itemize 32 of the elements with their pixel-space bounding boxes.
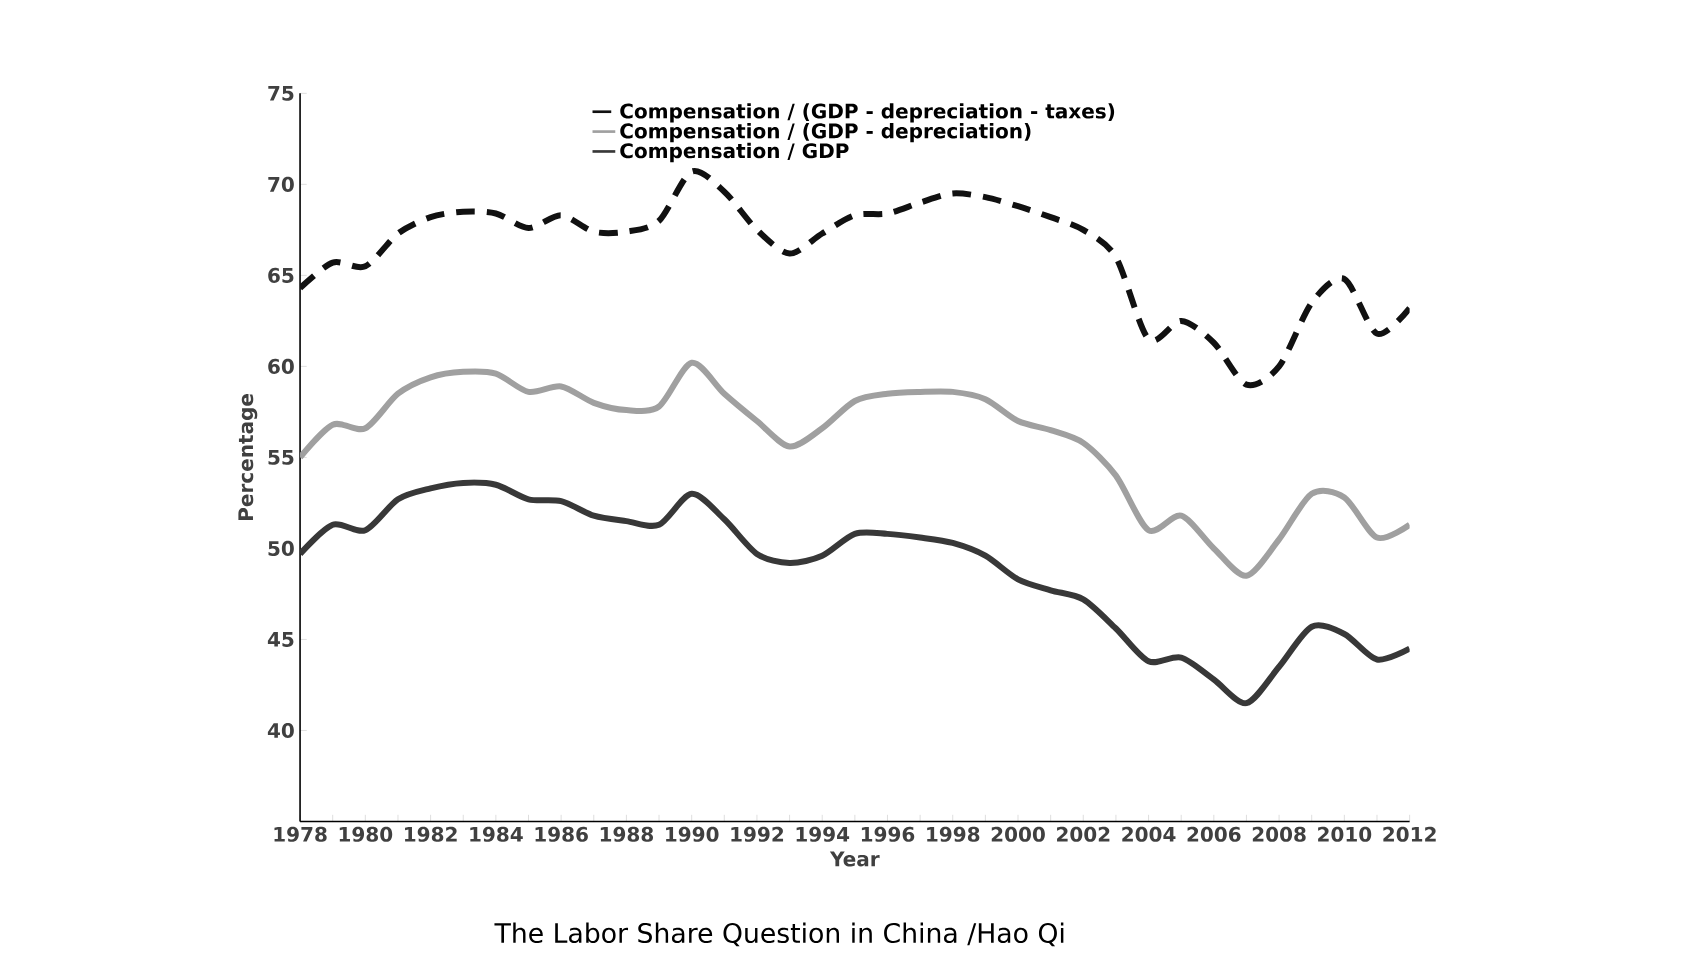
x-tick-label: 1994: [796, 826, 850, 843]
x-tick-label: 1978: [274, 826, 327, 843]
x-tick-label: 2006: [1187, 826, 1241, 843]
y-axis-title: Percentage: [238, 394, 258, 521]
x-tick-label: 1988: [600, 826, 654, 843]
y-tick-label: 70: [268, 177, 294, 193]
y-tick-label: 75: [268, 86, 294, 102]
text: The Labor Share Question in China /Hao Qi: [494, 922, 1064, 947]
legend-label: Compensation / (GDP - depreciation - taxes): [620, 103, 1115, 123]
x-tick-label: 1990: [666, 826, 719, 843]
y-tick-label: 55: [268, 450, 294, 466]
x-tick-label: 2012: [1383, 826, 1436, 843]
x-tick-label: 1984: [470, 826, 523, 843]
x-tick-label: 1986: [535, 826, 588, 843]
legend-label: Compensation / GDP: [620, 143, 849, 163]
x-tick-label: 1996: [861, 826, 915, 843]
y-tick-label: 65: [268, 268, 294, 284]
y-tick-label: 60: [268, 359, 294, 375]
x-tick-label: 1982: [405, 826, 457, 843]
legend-label: Compensation / (GDP - depreciation): [620, 123, 1031, 143]
x-tick-label: 2004: [1122, 826, 1176, 843]
x-tick-label: 1992: [731, 826, 784, 843]
x-tick-label: 1998: [927, 826, 980, 843]
y-tick-label: 50: [268, 541, 294, 557]
x-axis-title: Year: [829, 851, 880, 867]
x-tick-label: 1980: [339, 826, 393, 843]
x-tick-label: 2000: [991, 826, 1045, 843]
x-tick-label: 2010: [1318, 826, 1372, 843]
y-tick-label: 45: [267, 632, 294, 648]
x-tick-label: 2002: [1057, 826, 1110, 843]
x-tick-label: 2008: [1252, 826, 1306, 843]
y-tick-label: 40: [267, 723, 294, 739]
